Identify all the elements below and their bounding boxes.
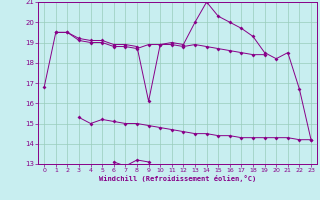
X-axis label: Windchill (Refroidissement éolien,°C): Windchill (Refroidissement éolien,°C) (99, 175, 256, 182)
